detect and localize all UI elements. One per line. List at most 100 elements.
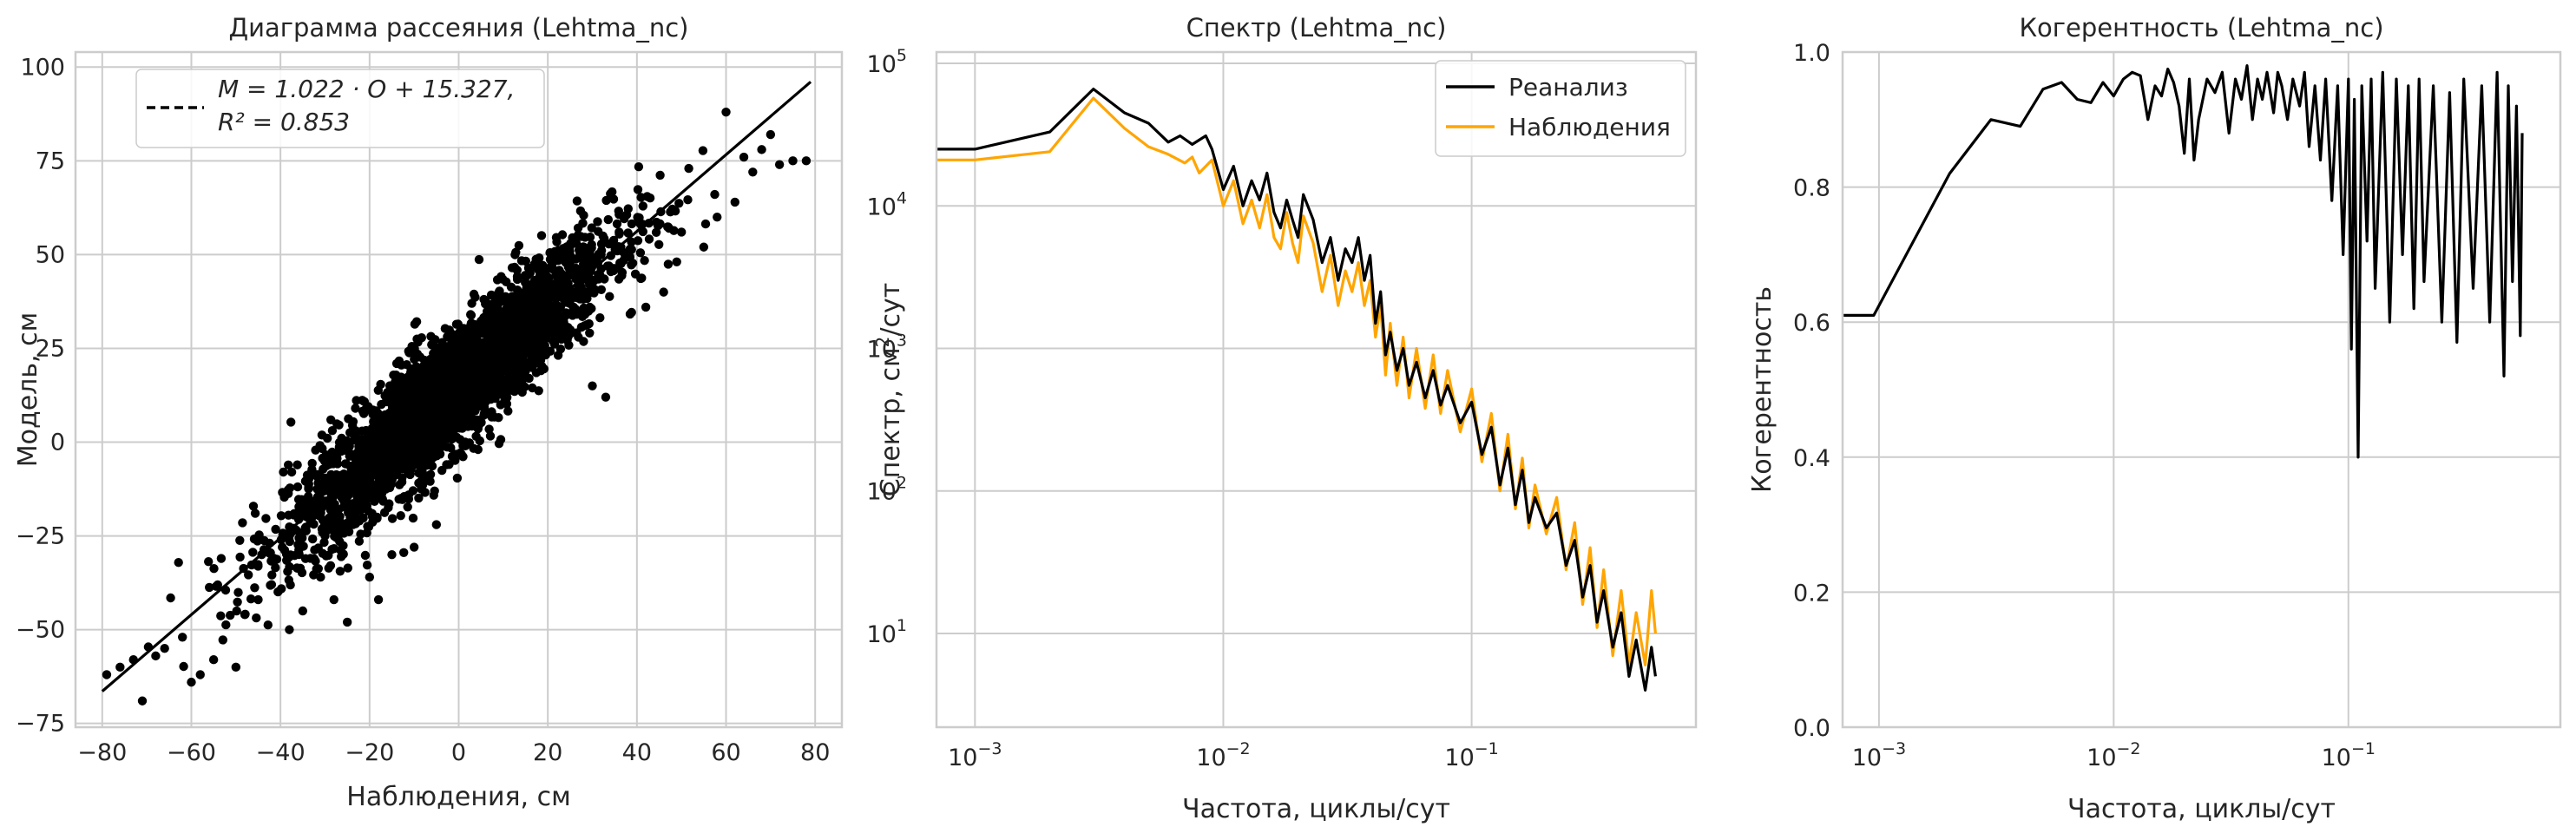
scatter-point <box>432 451 442 461</box>
scatter-point <box>326 479 336 489</box>
scatter-point <box>329 594 338 605</box>
scatter-point <box>621 210 632 220</box>
scatter-point <box>174 558 183 568</box>
scatter-point <box>579 250 588 259</box>
scatter-point <box>315 441 325 450</box>
scatter-point <box>298 606 308 616</box>
y-tick-label: 102 <box>867 474 907 506</box>
scatter-point <box>414 468 424 478</box>
scatter-point <box>465 326 475 336</box>
scatter-point <box>292 460 302 469</box>
x-tick-label: 10−2 <box>2086 739 2140 771</box>
scatter-point <box>507 263 517 272</box>
scatter-point <box>587 223 596 233</box>
scatter-point <box>350 510 359 520</box>
scatter-point <box>630 269 641 279</box>
scatter-point <box>364 485 373 495</box>
scatter-point <box>404 346 413 356</box>
scatter-point <box>511 343 522 352</box>
scatter-point <box>546 280 555 291</box>
scatter-point <box>332 419 342 429</box>
y-axis-label: Спектр, см2/сут <box>872 283 906 496</box>
scatter-point <box>488 304 497 313</box>
scatter-point <box>634 162 644 172</box>
scatter-point <box>337 433 346 443</box>
scatter-point <box>509 386 519 397</box>
scatter-point <box>595 313 605 323</box>
scatter-point <box>367 512 378 522</box>
scatter-point <box>285 625 294 634</box>
y-tick-label: −50 <box>16 617 65 644</box>
scatter-point <box>248 502 259 511</box>
scatter-point <box>444 325 454 335</box>
scatter-point <box>356 529 365 539</box>
series-line <box>1843 64 2524 459</box>
scatter-point <box>387 549 397 560</box>
scatter-point <box>340 459 351 469</box>
scatter-point <box>151 651 161 661</box>
scatter-point <box>282 555 292 565</box>
scatter-point <box>555 318 564 328</box>
scatter-point <box>554 312 563 321</box>
scatter-point <box>698 146 708 155</box>
scatter-point <box>416 442 425 452</box>
scatter-point <box>279 467 288 477</box>
x-tick-label: 80 <box>800 739 830 766</box>
scatter-point <box>521 256 530 266</box>
scatter-point <box>713 212 722 222</box>
x-tick-label: −40 <box>256 739 306 766</box>
scatter-point <box>721 107 731 117</box>
scatter-point <box>427 375 437 384</box>
scatter-point <box>466 358 476 367</box>
scatter-point <box>368 445 378 455</box>
y-tick-label: 0.2 <box>1793 580 1830 607</box>
scatter-point <box>341 519 352 528</box>
scatter-point <box>424 447 435 457</box>
scatter-point <box>246 594 256 604</box>
scatter-point <box>580 233 590 242</box>
scatter-point <box>261 514 271 523</box>
scatter-point <box>674 199 684 208</box>
scatter-point <box>555 276 564 285</box>
scatter-point <box>276 511 286 521</box>
scatter-point <box>391 358 402 369</box>
scatter-point <box>577 312 588 321</box>
scatter-point <box>354 536 365 546</box>
scatter-point <box>328 459 338 469</box>
scatter-point <box>335 567 345 576</box>
scatter-point <box>572 196 582 206</box>
scatter-point <box>451 319 462 329</box>
scatter-point <box>627 219 637 229</box>
scatter-point <box>497 322 508 332</box>
scatter-point <box>512 320 522 330</box>
scatter-point <box>549 265 559 275</box>
scatter-point <box>404 490 414 500</box>
x-axis-label: Частота, циклы/сут <box>2067 794 2336 824</box>
plot-area <box>936 52 1696 727</box>
scatter-point <box>623 228 633 238</box>
scatter-point <box>284 460 293 469</box>
scatter-point <box>377 489 386 499</box>
scatter-point <box>524 373 534 384</box>
scatter-point <box>354 435 364 444</box>
scatter-point <box>250 583 260 593</box>
scatter-point <box>492 331 502 341</box>
scatter-point <box>555 345 566 354</box>
scatter-point <box>312 492 323 502</box>
scatter-point <box>431 520 442 529</box>
scatter-point <box>474 326 484 337</box>
scatter-point <box>578 286 588 296</box>
scatter-point <box>437 428 448 437</box>
legend-box <box>1435 60 1686 157</box>
scatter-point <box>655 170 665 180</box>
scatter-point <box>216 554 227 563</box>
scatter-point <box>235 552 245 562</box>
scatter-point <box>382 397 392 407</box>
scatter-point <box>308 534 318 544</box>
scatter-point <box>676 227 687 237</box>
scatter-point <box>271 524 280 535</box>
scatter-point <box>115 662 125 673</box>
scatter-point <box>209 564 219 574</box>
x-tick-label: 0 <box>451 739 466 766</box>
scatter-point <box>311 556 320 566</box>
